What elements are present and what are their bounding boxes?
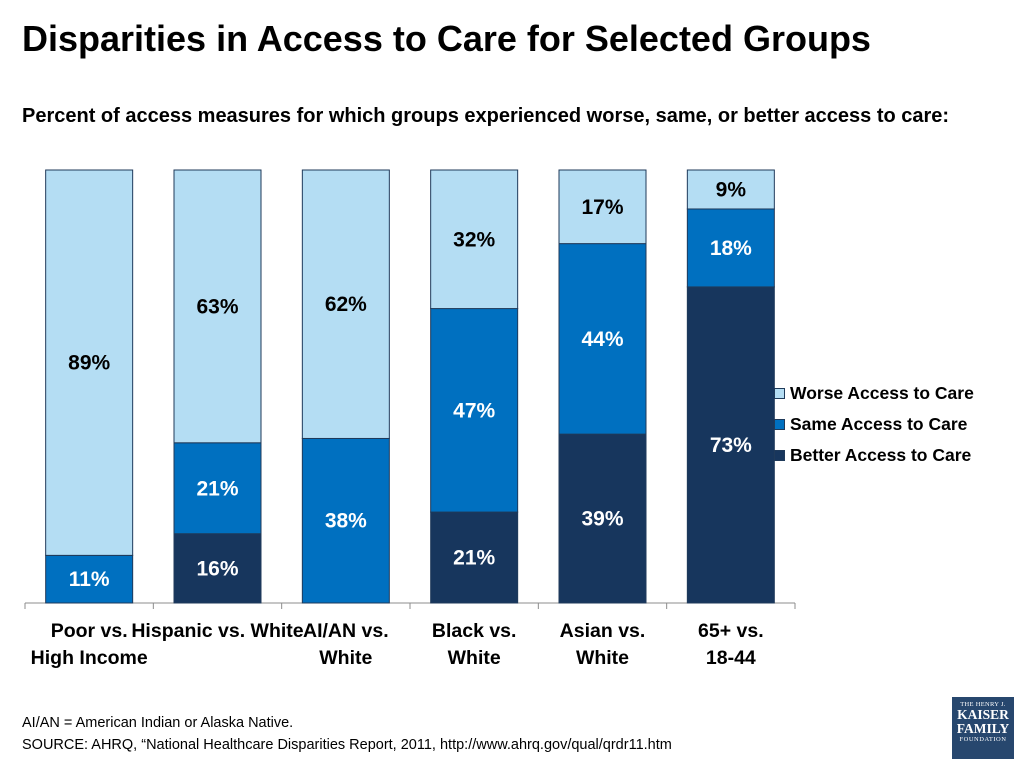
- data-label: 21%: [453, 547, 495, 570]
- legend-label: Better Access to Care: [790, 445, 972, 465]
- stacked-bar-chart: 11% 89% Poor vs. High Income 16% 21% 63% Hispan…: [24, 169, 796, 669]
- footnote-abbreviation: AI/AN = American Indian or Alaska Native…: [22, 715, 294, 731]
- x-tick-label: 18-44: [706, 647, 756, 669]
- x-tick-label: Black vs.: [432, 620, 517, 642]
- bar-segment: [558, 243, 647, 435]
- x-tick-label: White: [319, 647, 372, 669]
- data-label: 63%: [196, 295, 238, 318]
- bar-segment: [686, 286, 775, 604]
- logo-line-1: THE HENRY J.: [960, 701, 1006, 708]
- bar-segment: [301, 437, 390, 604]
- bar-segment: [173, 169, 262, 444]
- chart-title: Disparities in Access to Care for Select…: [22, 18, 871, 59]
- x-tick-label: White: [448, 647, 501, 669]
- bar-segment: [173, 442, 262, 535]
- legend-swatch: [774, 450, 785, 461]
- logo-line-3: FAMILY: [956, 721, 1010, 736]
- legend-label: Worse Access to Care: [790, 383, 974, 403]
- x-tick-label: Asian vs.: [560, 620, 646, 642]
- footnote-source: SOURCE: AHRQ, “National Healthcare Dispa…: [22, 737, 672, 753]
- data-label: 62%: [325, 293, 367, 316]
- data-label: 21%: [196, 477, 238, 500]
- bar-segment: [173, 533, 262, 604]
- bar-segment: [558, 433, 647, 604]
- bar-segment: [686, 208, 775, 288]
- bar-segment: [301, 169, 390, 439]
- data-label: 47%: [453, 399, 495, 422]
- logo-line-2: KAISER: [957, 707, 1009, 722]
- data-label: 73%: [710, 434, 752, 457]
- x-tick-label: Hispanic vs. White: [131, 620, 303, 642]
- data-label: 11%: [69, 568, 110, 591]
- bar-segment: [558, 169, 647, 245]
- data-label: 38%: [325, 510, 367, 533]
- legend-swatch: [774, 419, 785, 430]
- data-label: 17%: [581, 196, 623, 219]
- x-tick-label: Poor vs.: [51, 620, 128, 642]
- data-label: 18%: [710, 237, 752, 260]
- logo-line-4: FOUNDATION: [959, 736, 1007, 743]
- x-tick-label: 65+ vs.: [698, 620, 764, 642]
- data-label: 9%: [716, 178, 747, 201]
- bar-segment: [430, 169, 519, 310]
- bar-segment: [45, 169, 134, 556]
- kaiser-family-foundation-logo: THE HENRY J. KAISER FAMILY FOUNDATION: [952, 697, 1014, 759]
- x-tick-label: AI/AN vs.: [303, 620, 389, 642]
- data-label: 39%: [581, 508, 623, 531]
- bar-segment: [686, 169, 775, 210]
- data-label: 44%: [581, 328, 623, 351]
- legend-swatch: [774, 388, 785, 399]
- chart-legend: Worse Access to Care Same Access to Care B…: [774, 378, 974, 471]
- legend-item: Worse Access to Care: [774, 378, 974, 409]
- data-label: 32%: [453, 228, 495, 251]
- chart-subtitle: Percent of access measures for which gro…: [22, 105, 950, 127]
- legend-item: Same Access to Care: [774, 409, 974, 440]
- x-tick-label: White: [576, 647, 629, 669]
- x-tick-label: High Income: [31, 647, 148, 669]
- legend-item: Better Access to Care: [774, 440, 974, 471]
- data-label: 16%: [196, 557, 238, 580]
- bar-segment: [430, 308, 519, 513]
- data-label: 89%: [68, 352, 110, 375]
- footnote: AI/AN = American Indian or Alaska Native…: [22, 712, 672, 756]
- legend-label: Same Access to Care: [790, 414, 968, 434]
